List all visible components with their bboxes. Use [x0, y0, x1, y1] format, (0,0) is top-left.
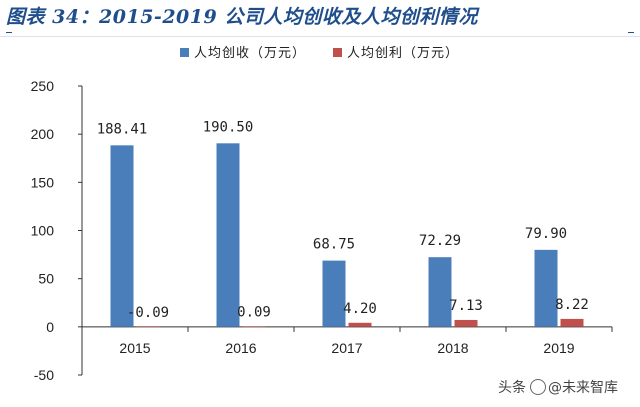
watermark-source: 头条 [498, 380, 526, 396]
data-label-revenue-2018: 72.29 [419, 233, 461, 249]
watermark-logo-icon [530, 379, 546, 395]
bar-profit-2015 [136, 326, 160, 328]
bar-revenue-2015 [110, 145, 134, 327]
data-label-revenue-2019: 79.90 [525, 226, 567, 242]
title-rule [0, 36, 640, 37]
y-tick-label: -50 [34, 367, 54, 383]
data-label-revenue-2017: 68.75 [313, 237, 355, 253]
y-tick-label: 150 [31, 174, 55, 190]
legend-label-revenue: 人均创收（万元） [194, 46, 306, 61]
data-label-profit-2017: 4.20 [343, 301, 377, 317]
title-rule-tick-left [6, 32, 12, 33]
bar-revenue-2019 [534, 249, 558, 327]
x-tick-label-2015: 2015 [119, 340, 150, 356]
data-label-revenue-2016: 190.50 [203, 119, 254, 135]
data-label-profit-2016: 0.09 [237, 305, 271, 321]
bar-revenue-2016 [216, 143, 240, 327]
watermark: 头条 @未来智库 [498, 377, 618, 397]
figure-title: 图表 34：2015-2019 公司人均创收及人均创利情况 [6, 6, 478, 28]
x-tick-label-2016: 2016 [225, 340, 256, 356]
legend-swatch-profit [333, 48, 342, 57]
legend-label-profit: 人均创利（万元） [347, 46, 459, 61]
legend-swatch-revenue [180, 48, 189, 57]
bar-revenue-2018 [428, 257, 452, 327]
bar-profit-2018 [454, 319, 478, 327]
y-tick-label: 50 [38, 271, 54, 287]
x-tick-label-2019: 2019 [543, 340, 574, 356]
y-tick-label: 200 [31, 126, 55, 142]
y-tick-label: 100 [31, 223, 55, 239]
data-label-profit-2018: 7.13 [449, 298, 483, 314]
bar-profit-2016 [242, 326, 266, 328]
bar-profit-2019 [560, 318, 584, 327]
data-label-revenue-2015: 188.41 [97, 121, 148, 137]
bar-revenue-2017 [322, 260, 346, 327]
data-label-profit-2015: -0.09 [127, 305, 169, 321]
watermark-handle: @未来智库 [548, 380, 618, 396]
y-tick-label: 250 [31, 78, 55, 94]
y-tick-label: 0 [46, 319, 54, 335]
data-label-profit-2019: 8.22 [555, 297, 589, 313]
x-tick-label-2017: 2017 [331, 340, 362, 356]
x-tick-label-2018: 2018 [437, 340, 468, 356]
bar-profit-2017 [348, 322, 372, 327]
title-rule-tick-right [628, 32, 634, 33]
